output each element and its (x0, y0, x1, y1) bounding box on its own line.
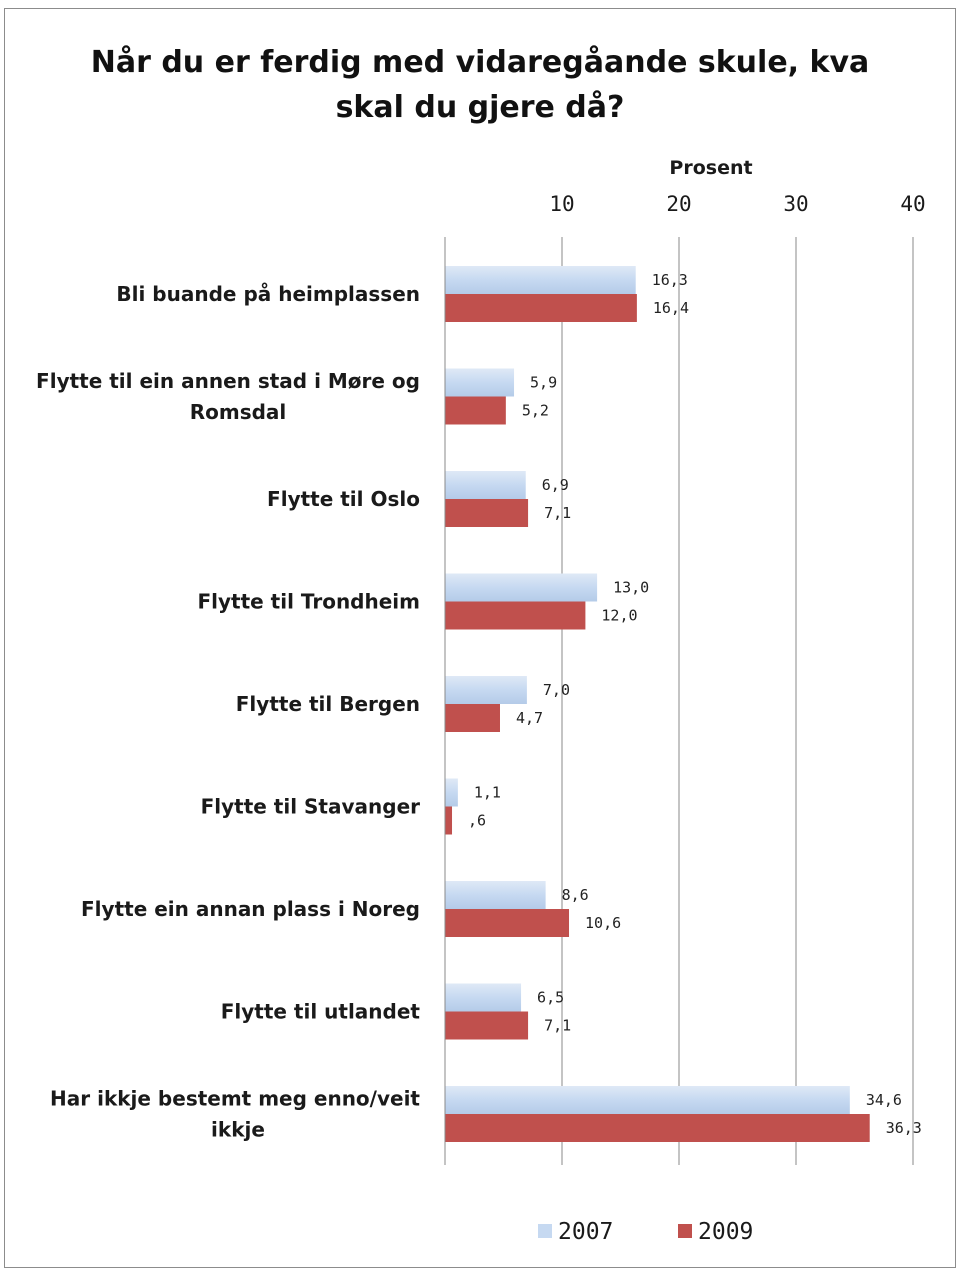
legend-label-2007: 2007 (558, 1219, 613, 1245)
value-label-2009-2: 7,1 (544, 504, 571, 522)
legend: 2007 2009 (538, 1219, 753, 1245)
category-labels: Bli buande på heimplassen Flytte til ein … (36, 282, 420, 1142)
value-axis: Prosent 10 20 30 40 (444, 157, 926, 1165)
value-label-2009-4: 4,7 (516, 709, 543, 727)
tick-label-30: 30 (783, 192, 808, 216)
value-label-2007-1: 5,9 (530, 374, 557, 392)
legend-swatch-2009 (678, 1224, 692, 1238)
bar-2009-6 (445, 909, 570, 937)
bar-2007-2 (445, 471, 526, 499)
category-label-7-0: Flytte til utlandet (221, 1000, 421, 1024)
bar-2009-1 (445, 396, 506, 425)
value-label-2007-2: 6,9 (542, 476, 569, 494)
category-label-2-0: Flytte til Oslo (267, 487, 420, 511)
bar-2009-7 (445, 1011, 529, 1040)
bar-2007-8 (445, 1086, 850, 1114)
value-label-2009-6: 10,6 (585, 914, 621, 932)
bar-2007-3 (445, 573, 598, 602)
gridlines (561, 237, 914, 1165)
bars (445, 266, 870, 1142)
bar-2007-1 (445, 368, 515, 397)
value-label-2007-4: 7,0 (543, 681, 570, 699)
bar-2009-0 (445, 294, 637, 322)
value-label-2009-0: 16,4 (653, 299, 689, 317)
category-label-8-0: Har ikkje bestemt meg enno/veit (50, 1087, 420, 1111)
value-label-2009-7: 7,1 (544, 1017, 571, 1035)
axis-title: Prosent (669, 157, 752, 179)
tick-label-40: 40 (900, 192, 925, 216)
value-label-2009-5: ,6 (468, 812, 486, 830)
bar-2009-4 (445, 704, 500, 732)
bar-2007-6 (445, 881, 546, 909)
value-label-2009-1: 5,2 (522, 402, 549, 420)
category-label-3-0: Flytte til Trondheim (197, 590, 420, 614)
value-label-2007-8: 34,6 (866, 1091, 902, 1109)
category-label-1-0: Flytte til ein annen stad i Møre og (36, 369, 420, 393)
category-label-4-0: Flytte til Bergen (236, 692, 420, 716)
chart-title-line-2: skal du gjere då? (335, 90, 625, 125)
bar-2007-4 (445, 676, 527, 704)
category-label-6-0: Flytte ein annan plass i Noreg (81, 897, 420, 921)
value-label-2009-8: 36,3 (886, 1119, 922, 1137)
bar-2009-8 (445, 1114, 870, 1142)
value-label-2007-0: 16,3 (652, 271, 688, 289)
legend-label-2009: 2009 (698, 1219, 753, 1245)
chart-title-line-1: Når du er ferdig med vidaregåande skule,… (90, 45, 870, 80)
bar-2007-7 (445, 983, 522, 1012)
value-label-2007-3: 13,0 (613, 579, 649, 597)
category-label-1-1: Romsdal (190, 400, 287, 424)
tick-label-10: 10 (549, 192, 574, 216)
value-label-2007-6: 8,6 (562, 886, 589, 904)
tick-label-20: 20 (666, 192, 691, 216)
bar-2007-0 (445, 266, 636, 294)
bar-2009-5 (445, 806, 453, 835)
value-label-2007-7: 6,5 (537, 989, 564, 1007)
bar-2009-3 (445, 601, 586, 630)
data-labels: 16,3 16,4 5,9 5,2 6,9 7,1 13,0 12,0 7,04,7 1,1 ,6 8… (468, 271, 922, 1137)
value-label-2007-5: 1,1 (474, 784, 501, 802)
bar-2009-2 (445, 499, 529, 527)
category-label-0-0: Bli buande på heimplassen (116, 282, 420, 306)
value-label-2009-3: 12,0 (601, 607, 637, 625)
bar-2007-5 (445, 778, 458, 807)
category-label-5-0: Flytte til Stavanger (201, 795, 421, 819)
legend-swatch-2007 (538, 1224, 552, 1238)
chart-title: Når du er ferdig med vidaregåande skule,… (0, 40, 960, 130)
category-label-8-1: ikkje (211, 1118, 265, 1142)
